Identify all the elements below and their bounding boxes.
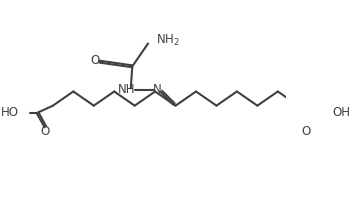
Text: O: O xyxy=(41,125,50,138)
Text: NH: NH xyxy=(118,83,135,96)
Text: NH$_2$: NH$_2$ xyxy=(156,33,180,48)
Text: OH: OH xyxy=(332,106,350,119)
Text: N: N xyxy=(153,83,162,96)
Text: HO: HO xyxy=(1,106,19,119)
Text: O: O xyxy=(301,125,310,138)
Text: O: O xyxy=(91,54,100,67)
